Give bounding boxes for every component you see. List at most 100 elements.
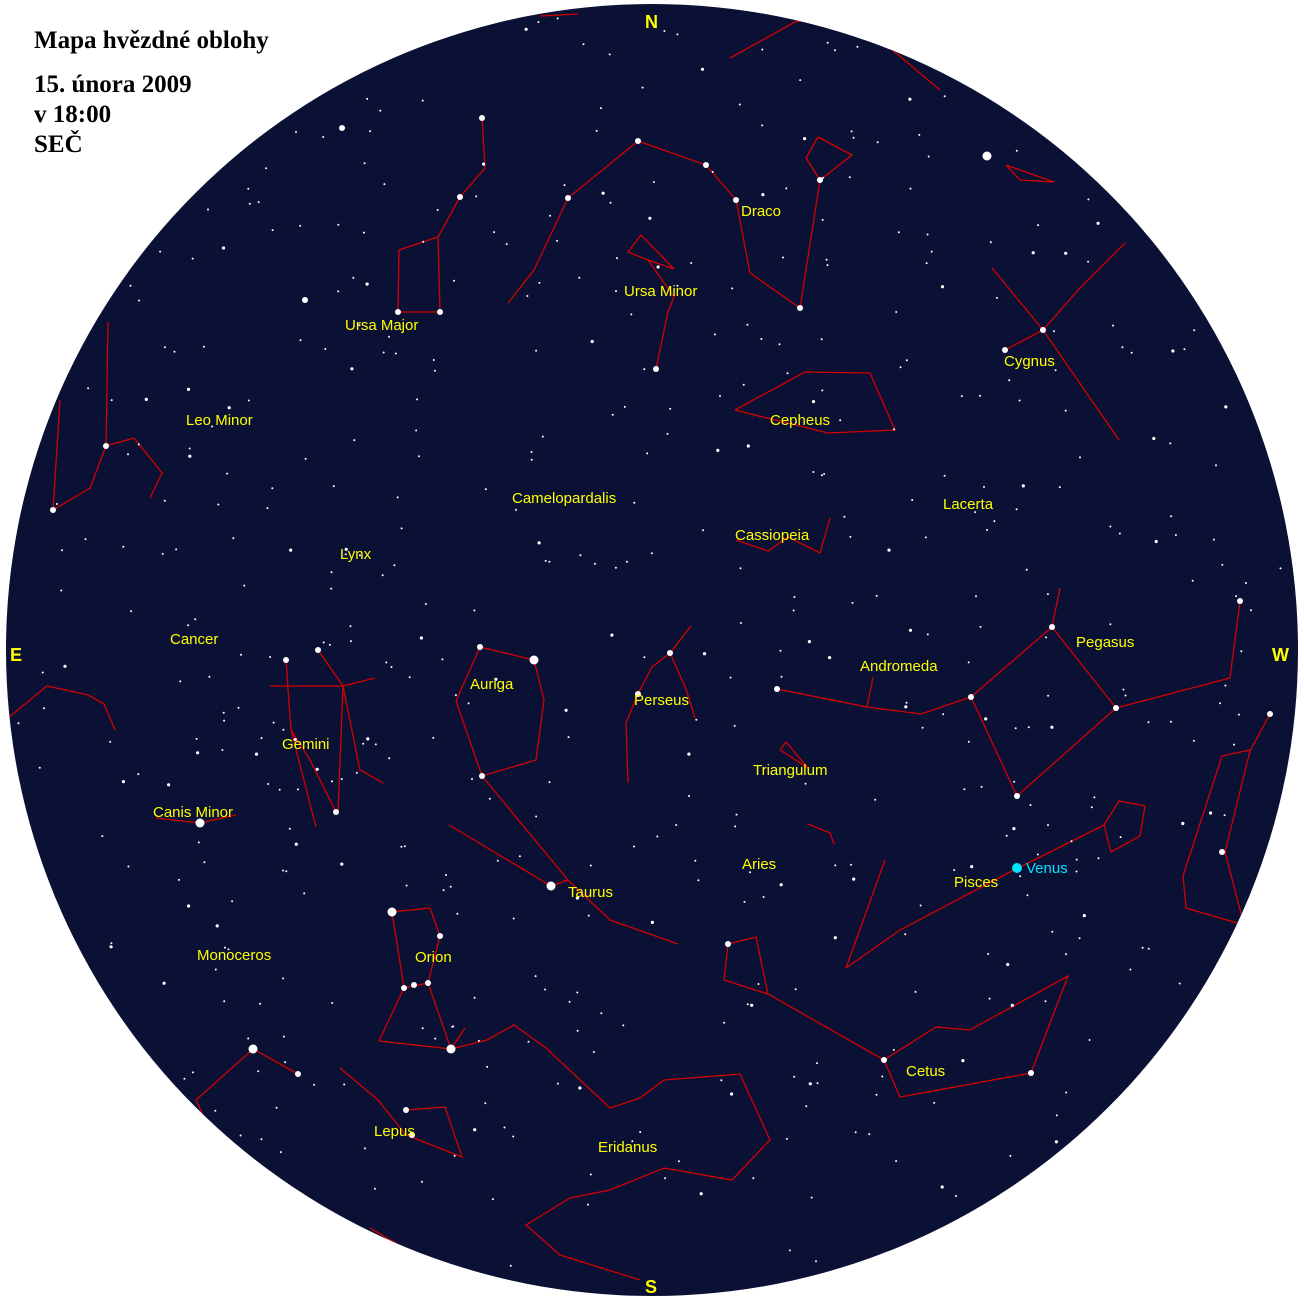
- bright-star: [1237, 598, 1243, 604]
- faint-star: [271, 487, 274, 490]
- faint-star: [1119, 836, 1122, 839]
- faint-star: [269, 656, 272, 658]
- faint-star: [240, 653, 242, 656]
- faint-star: [1088, 1039, 1091, 1041]
- faint-star: [1079, 456, 1081, 459]
- faint-star: [1097, 857, 1100, 860]
- faint-star: [332, 485, 335, 488]
- faint-star: [690, 262, 693, 264]
- faint-star: [892, 1048, 895, 1051]
- faint-star: [299, 339, 302, 342]
- faint-star: [293, 737, 297, 742]
- faint-star: [496, 859, 499, 862]
- faint-star: [761, 124, 764, 127]
- faint-star: [986, 529, 988, 531]
- faint-star: [729, 676, 732, 679]
- faint-star: [1235, 595, 1238, 598]
- faint-star: [1053, 330, 1055, 333]
- faint-star: [974, 511, 977, 514]
- faint-star: [1044, 1000, 1047, 1003]
- constellation-line-gemini-d: [337, 685, 344, 813]
- faint-star: [271, 229, 274, 232]
- faint-star: [1029, 804, 1032, 806]
- faint-star: [441, 658, 444, 661]
- bright-star: [339, 125, 345, 131]
- faint-star: [1050, 725, 1054, 729]
- faint-star: [761, 193, 765, 197]
- faint-star: [1174, 534, 1177, 536]
- faint-star: [215, 924, 219, 928]
- faint-star: [988, 997, 991, 1000]
- faint-star: [130, 610, 133, 613]
- faint-star: [494, 677, 498, 681]
- faint-star: [582, 43, 585, 46]
- faint-star: [433, 369, 436, 372]
- faint-star: [331, 780, 333, 783]
- faint-star: [544, 988, 547, 991]
- constellation-line-cassiopeia: [735, 517, 831, 554]
- faint-star: [421, 1027, 424, 1030]
- faint-star: [217, 503, 220, 506]
- constellation-line-leo-minor-b: [105, 437, 163, 499]
- faint-star: [260, 737, 263, 740]
- faint-star: [393, 564, 396, 567]
- faint-star: [110, 399, 113, 402]
- faint-star: [719, 394, 721, 397]
- faint-star: [1014, 727, 1017, 730]
- faint-star: [239, 1134, 242, 1137]
- faint-star: [322, 641, 325, 644]
- faint-star: [677, 1160, 680, 1163]
- faint-star: [967, 661, 970, 664]
- faint-star: [616, 257, 618, 260]
- bright-star: [195, 818, 205, 828]
- faint-star: [454, 694, 457, 697]
- label-pegasus: Pegasus: [1076, 634, 1134, 651]
- faint-star: [486, 1065, 489, 1068]
- constellation-line-aries: [807, 823, 835, 845]
- faint-star: [456, 912, 459, 915]
- faint-star: [970, 865, 974, 869]
- faint-star: [595, 129, 598, 132]
- faint-star: [940, 1185, 944, 1189]
- bright-star: [387, 907, 397, 917]
- faint-star: [282, 1035, 285, 1038]
- faint-star: [1223, 814, 1226, 817]
- faint-star: [294, 842, 298, 846]
- faint-star: [739, 567, 742, 570]
- faint-star: [87, 387, 90, 390]
- faint-star: [641, 86, 644, 89]
- faint-star: [834, 864, 837, 867]
- faint-star: [1058, 486, 1061, 489]
- faint-star: [733, 724, 736, 727]
- faint-star: [639, 1131, 642, 1134]
- faint-star: [826, 41, 829, 44]
- faint-star: [41, 671, 44, 674]
- faint-star: [175, 548, 178, 551]
- faint-star: [874, 798, 877, 801]
- constellation-line-cepheus: [734, 371, 896, 434]
- faint-star: [793, 1075, 796, 1078]
- faint-star: [55, 503, 58, 505]
- faint-star: [650, 552, 653, 555]
- faint-star: [344, 553, 347, 556]
- constellation-line-lepus: [339, 1067, 464, 1159]
- faint-star: [687, 752, 691, 756]
- faint-star: [1054, 369, 1057, 372]
- faint-star: [599, 107, 602, 110]
- faint-star: [84, 538, 87, 541]
- faint-star: [921, 726, 924, 729]
- faint-star: [1093, 796, 1096, 799]
- faint-star: [303, 892, 306, 895]
- map-time: v 18:00: [34, 101, 112, 128]
- faint-star: [537, 21, 540, 24]
- label-canis-minor: Canis Minor: [153, 804, 233, 821]
- faint-star: [177, 878, 180, 881]
- faint-star: [688, 795, 690, 797]
- label-aries: Aries: [742, 856, 776, 873]
- faint-star: [257, 1070, 260, 1073]
- faint-star: [434, 1037, 437, 1040]
- faint-star: [260, 1138, 263, 1141]
- faint-star: [477, 1039, 480, 1042]
- constellation-line-ursa-minor: [626, 234, 675, 370]
- faint-star: [340, 778, 343, 780]
